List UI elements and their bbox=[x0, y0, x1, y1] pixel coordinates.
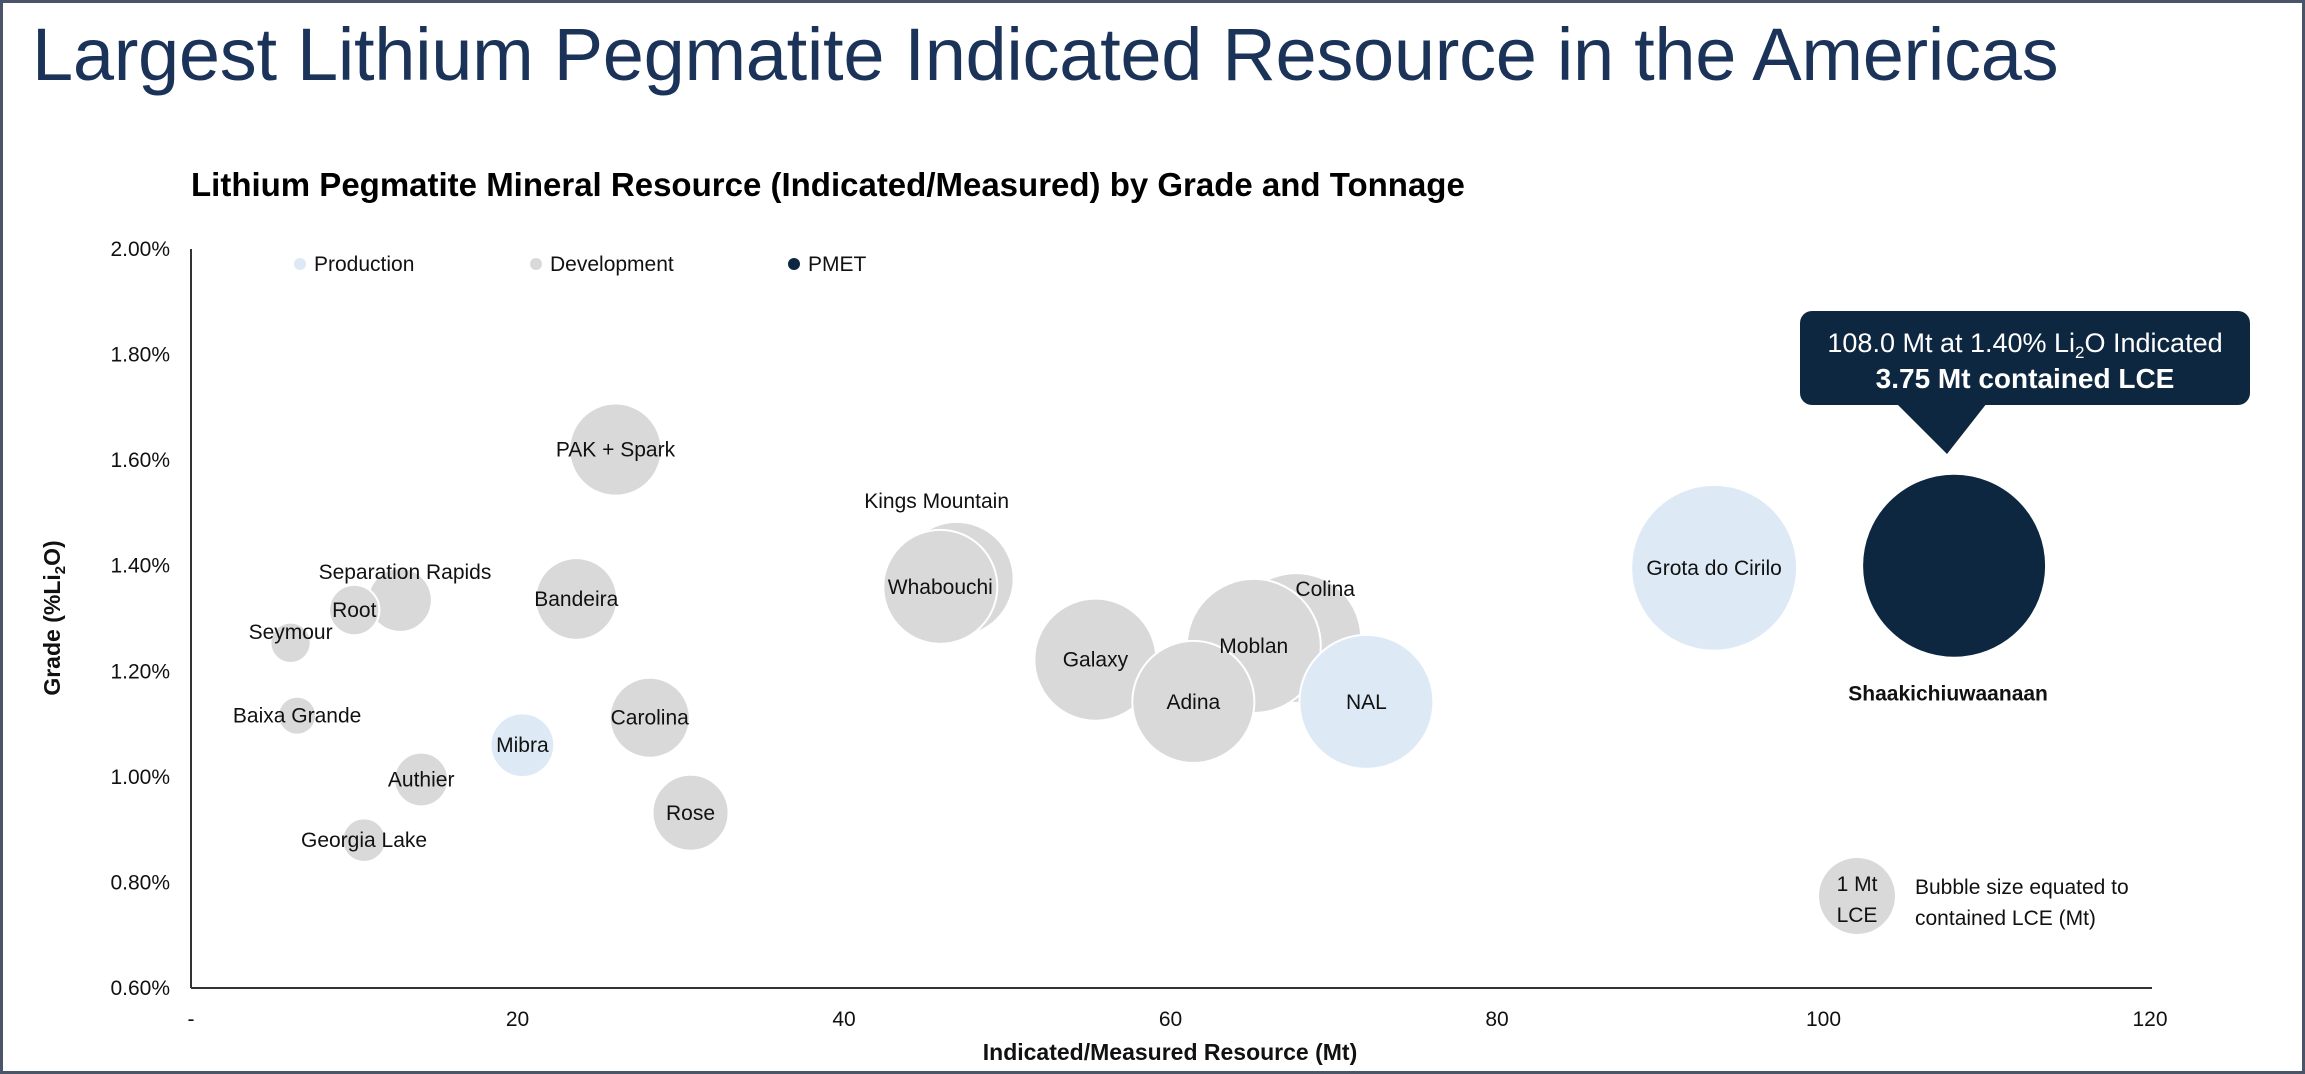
bubble-label-shaakichiuwaanaan: Shaakichiuwaanaan bbox=[1848, 683, 2048, 706]
bubble-label-adina: Adina bbox=[1166, 691, 1220, 714]
y-axis-title: Grade (%Li2O) bbox=[39, 540, 69, 695]
bubble-label-root: Root bbox=[332, 599, 377, 622]
bubble-label-nal: NAL bbox=[1346, 691, 1387, 714]
axes bbox=[190, 249, 2152, 989]
callout-line1: 108.0 Mt at 1.40% Li2O Indicated bbox=[1827, 328, 2222, 362]
bubble-nal bbox=[1298, 633, 1435, 770]
legend-marker-pmet bbox=[788, 258, 800, 270]
y-tick-label: 1.20% bbox=[110, 660, 170, 683]
x-axis-title: Indicated/Measured Resource (Mt) bbox=[983, 1039, 1357, 1065]
bubble-mibra bbox=[489, 712, 556, 779]
size-legend-bubble-line1: 1 Mt bbox=[1837, 873, 1878, 896]
page-title: Largest Lithium Pegmatite Indicated Reso… bbox=[32, 13, 2059, 96]
bubble-label-rose: Rose bbox=[666, 802, 715, 825]
bubble-georgia-lake bbox=[341, 817, 387, 863]
callout: 108.0 Mt at 1.40% Li2O Indicated 3.75 Mt… bbox=[1800, 311, 2250, 454]
bubble-grota-do-cirilo bbox=[1630, 483, 1799, 652]
x-tick-label: 100 bbox=[1806, 1008, 1841, 1031]
bubble-authier bbox=[393, 751, 450, 808]
bubble-whabouchi bbox=[882, 528, 999, 645]
size-legend-bubble-line2: LCE bbox=[1837, 904, 1878, 927]
bubble-label-pak-spark: PAK + Spark bbox=[556, 439, 676, 462]
size-legend-bubble bbox=[1819, 858, 1895, 934]
x-tick-label: 60 bbox=[1159, 1008, 1182, 1031]
bubble-label-whabouchi: Whabouchi bbox=[888, 576, 993, 599]
bubble-label-grota-do-cirilo: Grota do Cirilo bbox=[1646, 557, 1781, 580]
size-legend: 1 Mt LCE Bubble size equated to containe… bbox=[1819, 858, 2129, 934]
size-legend-text-line2: contained LCE (Mt) bbox=[1915, 907, 2096, 930]
callout-line2: 3.75 Mt contained LCE bbox=[1876, 363, 2175, 394]
legend-label-production: Production bbox=[314, 253, 414, 276]
y-tick-label: 0.80% bbox=[110, 871, 170, 894]
bubble-label-seymour: Seymour bbox=[249, 621, 333, 644]
bubble-label-separation-rapids: Separation Rapids bbox=[319, 561, 492, 584]
bubble-label-colina: Colina bbox=[1295, 578, 1355, 601]
bubble-label-mibra: Mibra bbox=[496, 734, 549, 757]
bubbles bbox=[269, 402, 2048, 863]
chart-title: Lithium Pegmatite Mineral Resource (Indi… bbox=[191, 166, 1465, 203]
y-tick-label: 1.80% bbox=[110, 344, 170, 367]
callout-pointer bbox=[1896, 403, 1987, 454]
bubble-adina bbox=[1131, 639, 1256, 764]
x-tick-label: - bbox=[188, 1008, 195, 1031]
bubble-carolina bbox=[608, 676, 691, 759]
x-tick-label: 80 bbox=[1485, 1008, 1508, 1031]
legend-label-development: Development bbox=[550, 253, 674, 276]
bubble-pak-spark bbox=[568, 402, 663, 497]
x-tick-label: 120 bbox=[2132, 1008, 2167, 1031]
x-tick-label: 20 bbox=[506, 1008, 529, 1031]
y-tick-label: 1.00% bbox=[110, 766, 170, 789]
legend-marker-production bbox=[294, 258, 306, 270]
bubble-label-georgia-lake: Georgia Lake bbox=[301, 829, 427, 852]
y-tick-label: 1.40% bbox=[110, 555, 170, 578]
bubble-label-galaxy: Galaxy bbox=[1063, 649, 1129, 672]
bubble-bandeira bbox=[534, 557, 619, 641]
legend-marker-development bbox=[530, 258, 542, 270]
y-tick-label: 0.60% bbox=[110, 977, 170, 1000]
size-legend-text-line1: Bubble size equated to bbox=[1915, 876, 2129, 899]
bubble-label-carolina: Carolina bbox=[611, 707, 690, 730]
bubble-label-baixa-grande: Baixa Grande bbox=[233, 705, 361, 728]
legend: Production Development PMET bbox=[294, 253, 867, 276]
bubble-label-bandeira: Bandeira bbox=[534, 588, 618, 611]
bubble-label-authier: Authier bbox=[388, 768, 455, 791]
y-tick-label: 2.00% bbox=[110, 238, 170, 261]
x-tick-label: 40 bbox=[832, 1008, 855, 1031]
bubble-shaakichiuwaanaan bbox=[1861, 472, 2048, 659]
bubble-label-moblan: Moblan bbox=[1219, 635, 1288, 658]
bubble-root bbox=[328, 583, 381, 637]
bubble-seymour bbox=[269, 621, 312, 664]
bubble-baixa-grande bbox=[277, 695, 318, 736]
bubble-label-kings-mountain: Kings Mountain bbox=[864, 490, 1009, 513]
y-tick-label: 1.60% bbox=[110, 449, 170, 472]
legend-label-pmet: PMET bbox=[808, 253, 867, 276]
callout-box bbox=[1800, 311, 2250, 405]
bubble-rose bbox=[651, 773, 730, 852]
